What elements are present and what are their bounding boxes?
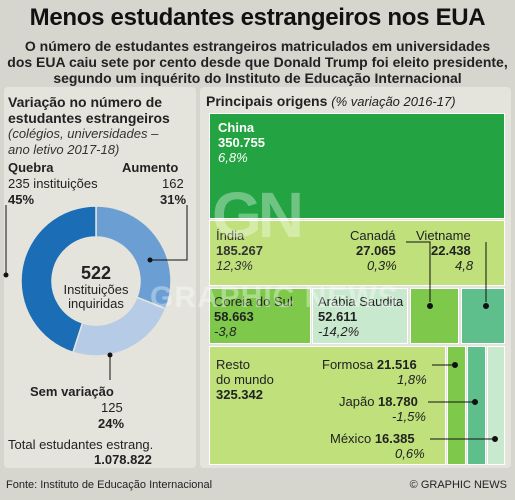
vietnam-value: 22.438 xyxy=(431,243,471,258)
value-sem-variacao: 125 xyxy=(101,400,123,415)
canada-name: Canadá xyxy=(350,228,396,243)
donut-slice-quebra xyxy=(20,205,97,354)
saudi-arabia-value: 52.611 xyxy=(318,309,358,324)
taiwan-name: Formosa xyxy=(322,357,374,372)
tile-canada xyxy=(410,288,459,344)
tile-saudi-arabia xyxy=(312,288,408,344)
variation-panel-subtitle: (colégios, universidades – ano letivo 20… xyxy=(8,126,193,158)
donut-center-label-line-2: inquiridas xyxy=(68,296,124,311)
japan-change: -1,5% xyxy=(392,409,426,424)
percent-quebra: 45% xyxy=(8,192,35,207)
taiwan-value: 21.516 xyxy=(376,357,417,372)
saudi-arabia-change: -14,2% xyxy=(318,324,360,339)
rest-of-world-value: 325.342 xyxy=(216,387,263,402)
india-change: 12,3% xyxy=(216,258,253,273)
leader-dot-aumento xyxy=(147,257,153,263)
page-title: Menos estudantes estrangeiros nos EUA xyxy=(29,4,486,31)
tile-south-korea xyxy=(209,288,311,344)
mexico-name: México xyxy=(330,431,372,446)
variation-subtitle-line-1: (colégios, universidades – xyxy=(8,126,159,141)
origins-title-text: Principais origens xyxy=(206,93,328,109)
label-sem-variacao: Sem variação xyxy=(30,384,114,399)
mexico-label: México 16.385 xyxy=(330,431,415,446)
leader-dot-sem-variacao xyxy=(107,352,113,358)
subtitle-line-3: segundo um inquérito do Instituto de Edu… xyxy=(53,70,462,86)
variation-panel-title: Variação no número de estudantes estrang… xyxy=(8,94,193,126)
india-name: Índia xyxy=(216,228,245,243)
subtitle-line-1: O número de estudantes estrangeiros matr… xyxy=(24,38,491,54)
mexico-change: 0,6% xyxy=(395,446,425,461)
donut-center-label: Instituições inquiridas xyxy=(52,283,140,311)
label-aumento: Aumento xyxy=(122,160,179,175)
south-korea-value: 58.663 xyxy=(214,309,254,324)
vietnam-change: 4,8 xyxy=(455,258,474,273)
mexico-value: 16.385 xyxy=(374,431,415,446)
donut-center-value: 522 xyxy=(80,263,112,283)
source-note: Fonte: Instituto de Educação Internacion… xyxy=(6,479,213,491)
label-quebra: Quebra xyxy=(8,160,54,175)
china-value: 350.755 xyxy=(218,135,265,150)
japan-value: 18.780 xyxy=(378,394,418,409)
donut-slice-aumento xyxy=(95,205,172,310)
page-subtitle: O número de estudantes estrangeiros matr… xyxy=(0,38,515,86)
japan-label: Japão 18.780 xyxy=(339,394,418,409)
total-label: Total estudantes estrang. xyxy=(8,437,154,452)
tile-vietnam xyxy=(461,288,505,344)
canada-change: 0,3% xyxy=(367,258,397,273)
china-change: 6,8% xyxy=(218,150,248,165)
tile-mexico xyxy=(487,346,505,465)
taiwan-label: Formosa 21.516 xyxy=(322,357,417,372)
tile-taiwan xyxy=(447,346,466,465)
donut-center-label-line-1: Instituições xyxy=(63,282,129,297)
saudi-arabia-name: Arábia Saudita xyxy=(318,294,404,309)
south-korea-change: -3,8 xyxy=(214,324,237,339)
rest-of-world-name-line-2: do mundo xyxy=(216,372,274,387)
variation-title-line-1: Variação no número de xyxy=(8,94,163,110)
tile-india xyxy=(209,220,505,286)
tile-rest-of-world xyxy=(209,346,446,465)
tile-japan xyxy=(467,346,486,465)
variation-subtitle-line-2: ano letivo 2017-18) xyxy=(8,142,120,157)
taiwan-change: 1,8% xyxy=(397,372,427,387)
canada-value: 27.065 xyxy=(356,243,396,258)
donut-hole xyxy=(53,238,139,324)
vietnam-name: Vietname xyxy=(416,228,471,243)
origins-panel-title: Principais origens (% variação 2016-17) xyxy=(206,93,456,109)
value-aumento: 162 xyxy=(162,176,184,191)
credit-note: © GRAPHIC NEWS xyxy=(409,479,507,491)
donut-chart xyxy=(3,205,188,380)
origins-title-note: (% variação 2016-17) xyxy=(331,94,456,109)
china-name: China xyxy=(218,120,255,135)
value-quebra: 235 instituições xyxy=(8,176,98,191)
subtitle-line-2: dos EUA caiu sete por cento desde que Do… xyxy=(7,54,508,70)
rest-of-world-name-line-1: Resto xyxy=(216,357,250,372)
variation-title-line-2: estudantes estrangeiros xyxy=(8,110,170,126)
leader-aumento xyxy=(150,205,188,261)
india-value: 185.267 xyxy=(216,243,263,258)
tile-china xyxy=(209,113,505,219)
percent-sem-variacao: 24% xyxy=(98,416,125,431)
percent-aumento: 31% xyxy=(160,192,187,207)
south-korea-name: Coreia do Sul xyxy=(214,294,293,309)
leader-dot-quebra xyxy=(3,272,9,278)
japan-name: Japão xyxy=(339,394,375,409)
total-value: 1.078.822 xyxy=(94,452,152,467)
